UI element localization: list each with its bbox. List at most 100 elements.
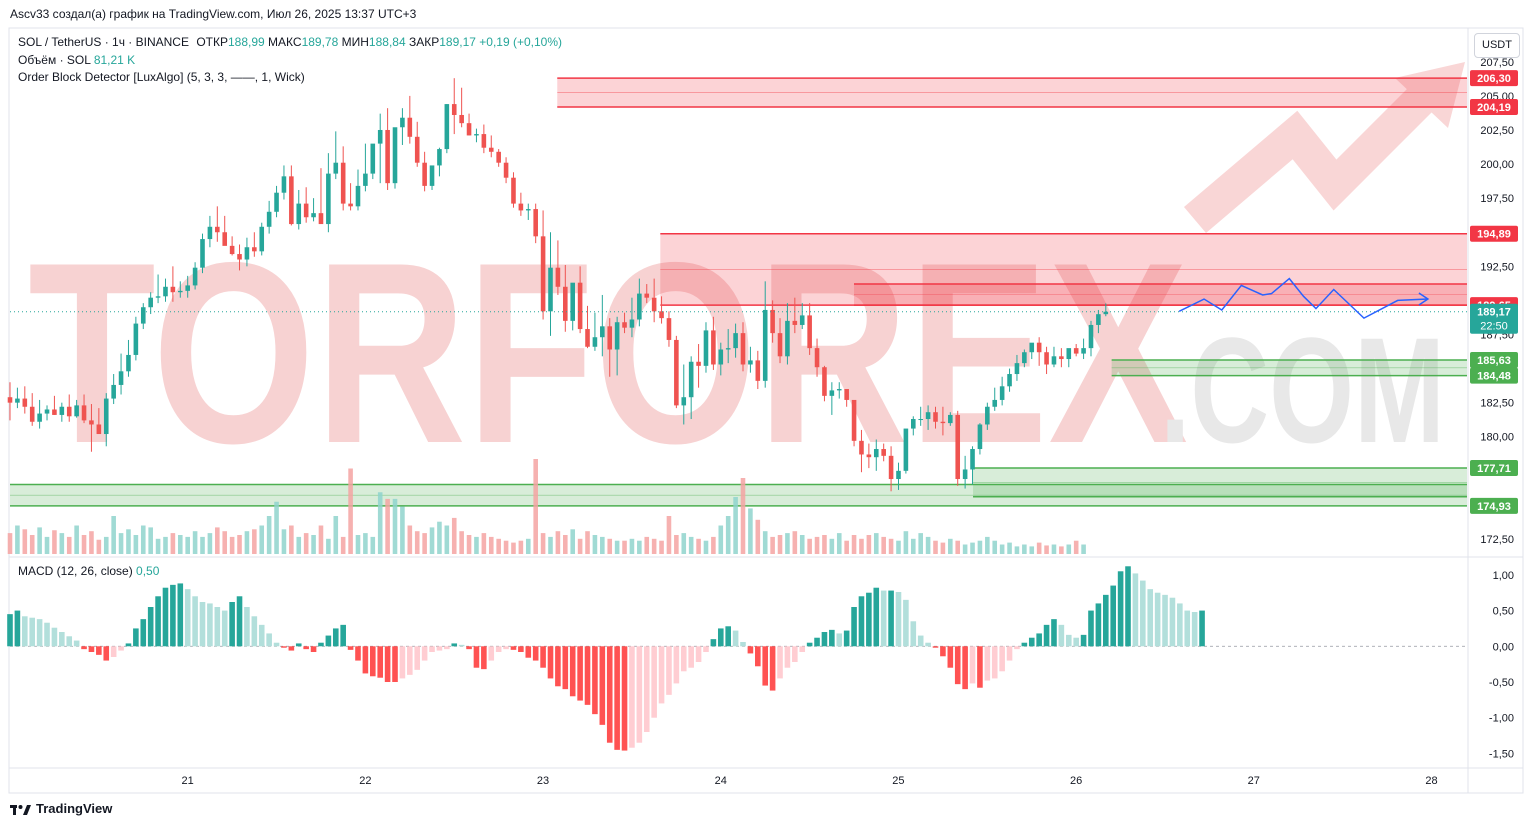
price-label-text: 206,30 [1477, 73, 1511, 85]
volume-bar [503, 540, 509, 554]
tradingview-logo[interactable]: TradingView [10, 801, 112, 816]
macd-bar [407, 646, 413, 675]
candle-down [1036, 342, 1042, 353]
macd-bar [703, 646, 709, 652]
macd-bar [325, 635, 332, 647]
candle-down [52, 409, 57, 415]
candle-up [44, 409, 50, 414]
macd-bar [170, 584, 176, 647]
volume-bar [925, 536, 931, 554]
candle-up [629, 319, 635, 328]
volume-bar [163, 536, 168, 554]
volume-bar [422, 533, 427, 554]
candle-up [355, 185, 361, 207]
candle-up [15, 398, 20, 403]
candle-down [1073, 348, 1079, 354]
candle-up [370, 143, 376, 174]
candle-up [918, 419, 923, 421]
volume-bar [52, 530, 57, 554]
volume-bar [74, 525, 79, 554]
candle-down [814, 348, 820, 368]
volume-bar [933, 540, 938, 554]
volume-bar [326, 538, 331, 554]
volume-bar [718, 525, 724, 554]
volume-bar [488, 536, 494, 554]
price-tick-label: 192,50 [1480, 261, 1514, 273]
macd-tick-label: 0,00 [1493, 641, 1514, 653]
macd-bar [244, 607, 250, 647]
macd-bar [495, 646, 502, 652]
indicator-legend[interactable]: Order Block Detector [LuxAlgo] (5, 3, 3,… [18, 70, 305, 84]
candle-down [340, 162, 346, 204]
macd-bar [769, 646, 776, 691]
currency-button[interactable]: USDT [1474, 33, 1520, 58]
volume-bars [7, 459, 1086, 554]
macd-bar [1132, 573, 1139, 647]
macd-bar [451, 643, 458, 647]
candle-up [1014, 363, 1020, 375]
time-tick-label: 27 [1248, 775, 1260, 787]
candle-up [392, 127, 398, 184]
volume-bar [66, 536, 72, 554]
volume-bar [266, 516, 272, 554]
volume-bar [659, 540, 664, 554]
macd-bar [799, 646, 806, 652]
candle-down [318, 213, 324, 225]
macd-bar [73, 640, 80, 647]
macd-bar [340, 624, 346, 647]
macd-legend[interactable]: MACD (12, 26, close) 0,50 [18, 564, 159, 578]
time-tick-label: 26 [1070, 775, 1082, 787]
macd-value: 0,50 [136, 564, 160, 578]
candle-up [873, 449, 879, 458]
candle-down [851, 399, 857, 441]
macd-bar [621, 646, 628, 751]
price-tick-label: 182,50 [1480, 398, 1514, 410]
candle-up [333, 162, 339, 174]
candle-down [348, 203, 353, 207]
macd-bar [999, 646, 1005, 672]
candle-up [1096, 314, 1101, 325]
candle-down [496, 151, 501, 163]
macd-bar [1199, 610, 1205, 647]
candle-up [910, 419, 916, 429]
macd-bar [214, 607, 221, 647]
candle-up [1081, 348, 1086, 354]
volume-bar [400, 506, 405, 554]
volume-bar [451, 517, 457, 554]
volume-bar [859, 538, 864, 554]
macd-bar [488, 646, 495, 661]
macd-bar [984, 646, 991, 681]
volume-bar [1051, 544, 1057, 554]
macd-bar [577, 646, 583, 701]
candle-up [525, 209, 531, 211]
candle-down [659, 311, 664, 319]
candle-up [688, 361, 694, 398]
volume-bar [703, 540, 709, 554]
candle-up [600, 326, 605, 338]
candle-up [133, 323, 139, 355]
time-tick-label: 28 [1425, 775, 1437, 787]
macd-bar [7, 614, 13, 647]
volume-bar [474, 536, 479, 554]
candle-down [563, 286, 568, 321]
volume-bar [733, 497, 738, 554]
volume-legend[interactable]: Объём · SOL 81,21 K [18, 53, 135, 67]
macd-tick-label: 1,00 [1493, 570, 1514, 582]
forecast-arrowhead-icon [1418, 292, 1430, 306]
volume-bar [918, 533, 923, 554]
price-label-box [1470, 351, 1518, 368]
volume-bar [237, 535, 242, 554]
candle-up [192, 267, 198, 286]
symbol-name[interactable]: SOL / TetherUS · 1ч · BINANCE [18, 35, 189, 49]
volume-bar [385, 498, 390, 554]
candle-down [622, 322, 627, 328]
time-tick-label: 23 [537, 775, 549, 787]
volume-bar [607, 538, 613, 554]
volume-bar [881, 536, 886, 554]
candle-up [326, 173, 331, 225]
macd-bar [836, 633, 843, 647]
price-label-text: 185,63 [1477, 355, 1511, 367]
time-tick-label: 21 [182, 775, 194, 787]
macd-bar [414, 646, 421, 670]
